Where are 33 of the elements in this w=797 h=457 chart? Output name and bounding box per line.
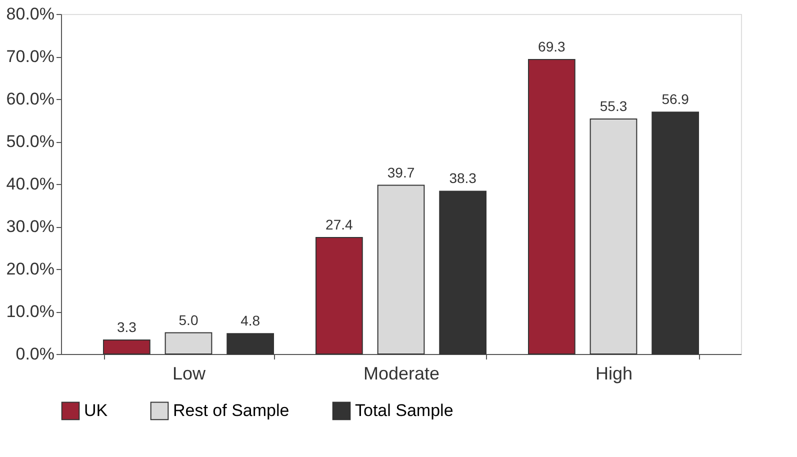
data-label: 69.3: [538, 38, 566, 54]
y-tick-label: 10.0%: [6, 302, 54, 321]
x-tick-label: Moderate: [363, 364, 440, 384]
y-tick-label: 60.0%: [6, 90, 54, 108]
data-label: 27.4: [326, 216, 354, 233]
x-tick-label: Low: [172, 364, 207, 384]
bar: [103, 339, 150, 354]
y-tick-label: 30.0%: [6, 217, 54, 236]
y-tick-label: 50.0%: [6, 132, 54, 151]
data-label: 5.0: [178, 312, 198, 328]
bar: [164, 332, 212, 354]
bar: [316, 237, 363, 354]
y-tick-label: 0.0%: [16, 344, 54, 364]
y-tick-label: 40.0%: [6, 174, 54, 194]
bar: [439, 190, 486, 354]
y-tick-label: 80.0%: [6, 4, 54, 24]
data-label: 39.7: [387, 164, 415, 180]
y-tick-label: 70.0%: [6, 47, 54, 66]
bar: [590, 118, 638, 354]
data-label: 55.3: [600, 98, 628, 114]
data-label: 3.3: [116, 318, 137, 335]
legend-label: Total Sample: [355, 400, 454, 420]
bar: [377, 184, 425, 354]
y-tick-label: 20.0%: [6, 260, 54, 278]
bar: [652, 112, 699, 354]
legend-label: Rest of Sample: [173, 400, 290, 420]
legend-label: UK: [84, 400, 108, 420]
bar: [226, 333, 274, 354]
x-tick-label: High: [595, 364, 633, 384]
data-label: 4.8: [240, 312, 260, 329]
data-label: 38.3: [449, 170, 477, 186]
bar: [528, 58, 576, 354]
data-label: 56.9: [662, 91, 690, 108]
